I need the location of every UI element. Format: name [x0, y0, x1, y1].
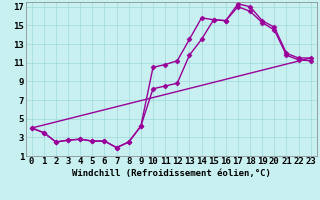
X-axis label: Windchill (Refroidissement éolien,°C): Windchill (Refroidissement éolien,°C): [72, 169, 271, 178]
